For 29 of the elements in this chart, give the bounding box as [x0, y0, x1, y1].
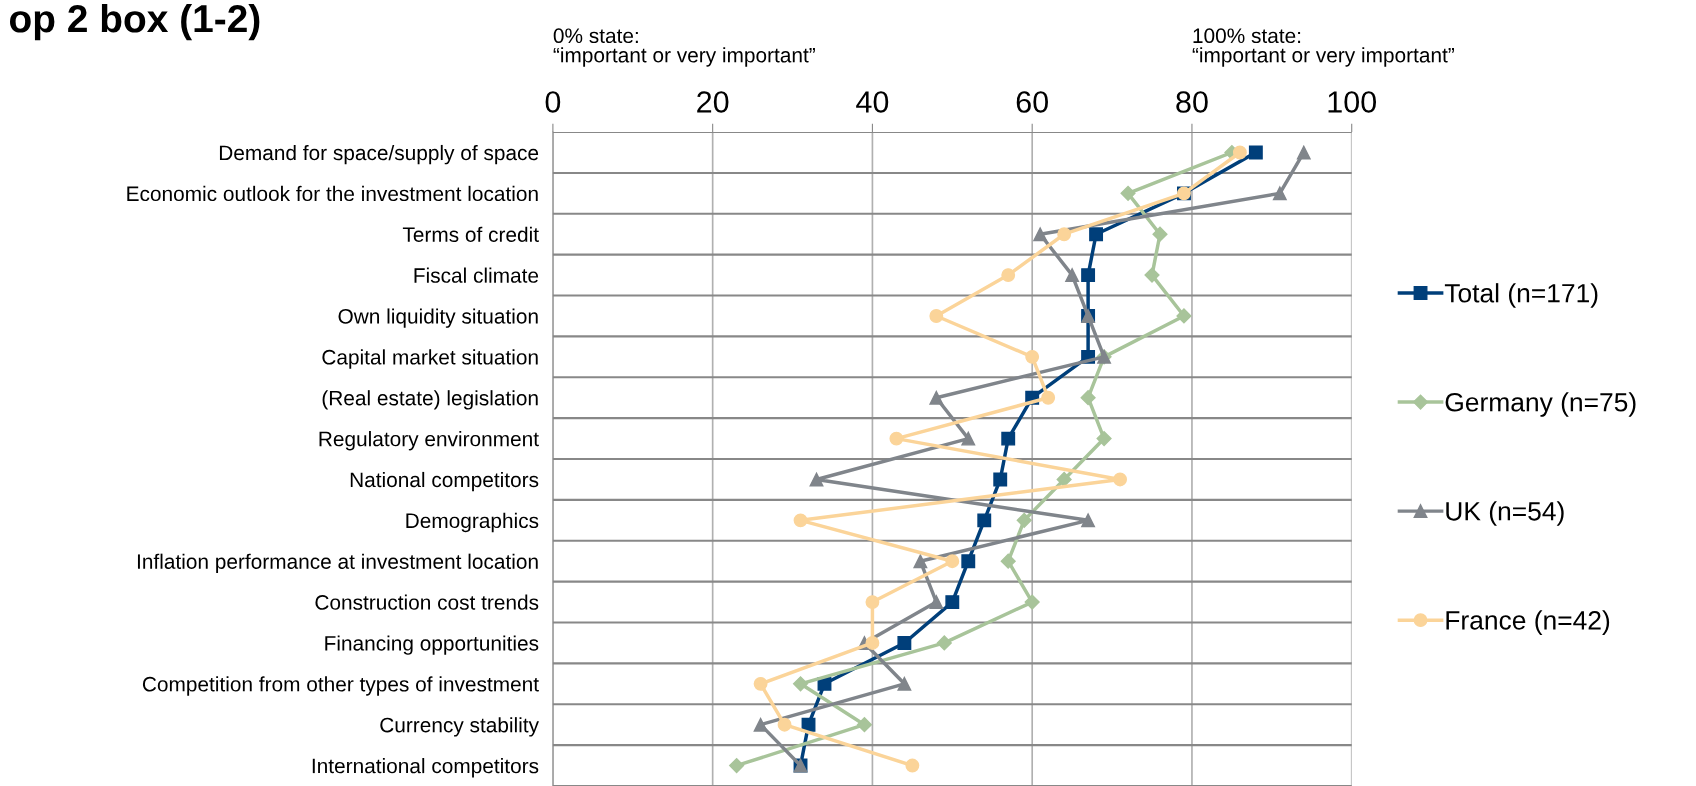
legend-label: Total (n=171)	[1444, 283, 1598, 308]
y-tick-label: Own liquidity situation	[338, 308, 538, 328]
y-tick-label: Financing opportunities	[325, 635, 539, 655]
y-tick-label: International competitors	[312, 758, 539, 778]
text: 0% state: “important or very important”	[553, 28, 815, 67]
x-tick-label: 80	[1176, 91, 1208, 113]
x-tick-label: 20	[697, 91, 729, 113]
y-tick-label: National competitors	[350, 471, 539, 492]
legend-label: UK (n=54)	[1446, 501, 1564, 526]
x-tick-label: 100	[1328, 91, 1377, 113]
y-tick-label: Construction cost trends	[315, 594, 539, 610]
y-tick-label: (Real estate) legislation	[322, 390, 538, 410]
y-tick-label: Demographics	[406, 512, 539, 533]
x-tick-label: 0	[545, 91, 561, 113]
text: 100% state: “important or very important”	[1192, 28, 1454, 67]
legend-label: France (n=42)	[1446, 610, 1610, 635]
y-tick-label: Terms of credit	[402, 226, 539, 242]
y-tick-label: Inflation performance at investment location	[137, 553, 538, 574]
x-tick-label: 60	[1016, 91, 1048, 113]
x-tick-label: 40	[856, 91, 889, 113]
text: op 2 box (1-2)	[10, 3, 260, 41]
legend-label: Germany (n=75)	[1445, 392, 1636, 417]
y-tick-label: Regulatory environment	[319, 431, 539, 451]
y-tick-label: Capital market situation	[322, 349, 538, 369]
y-tick-label: Currency stability	[380, 717, 539, 737]
y-tick-label: Fiscal climate	[414, 267, 539, 283]
y-tick-label: Demand for space/supply of space	[219, 144, 539, 165]
y-tick-label: Economic outlook for the investment location	[127, 185, 538, 202]
y-tick-label: Competition from other types of investment	[142, 676, 539, 696]
